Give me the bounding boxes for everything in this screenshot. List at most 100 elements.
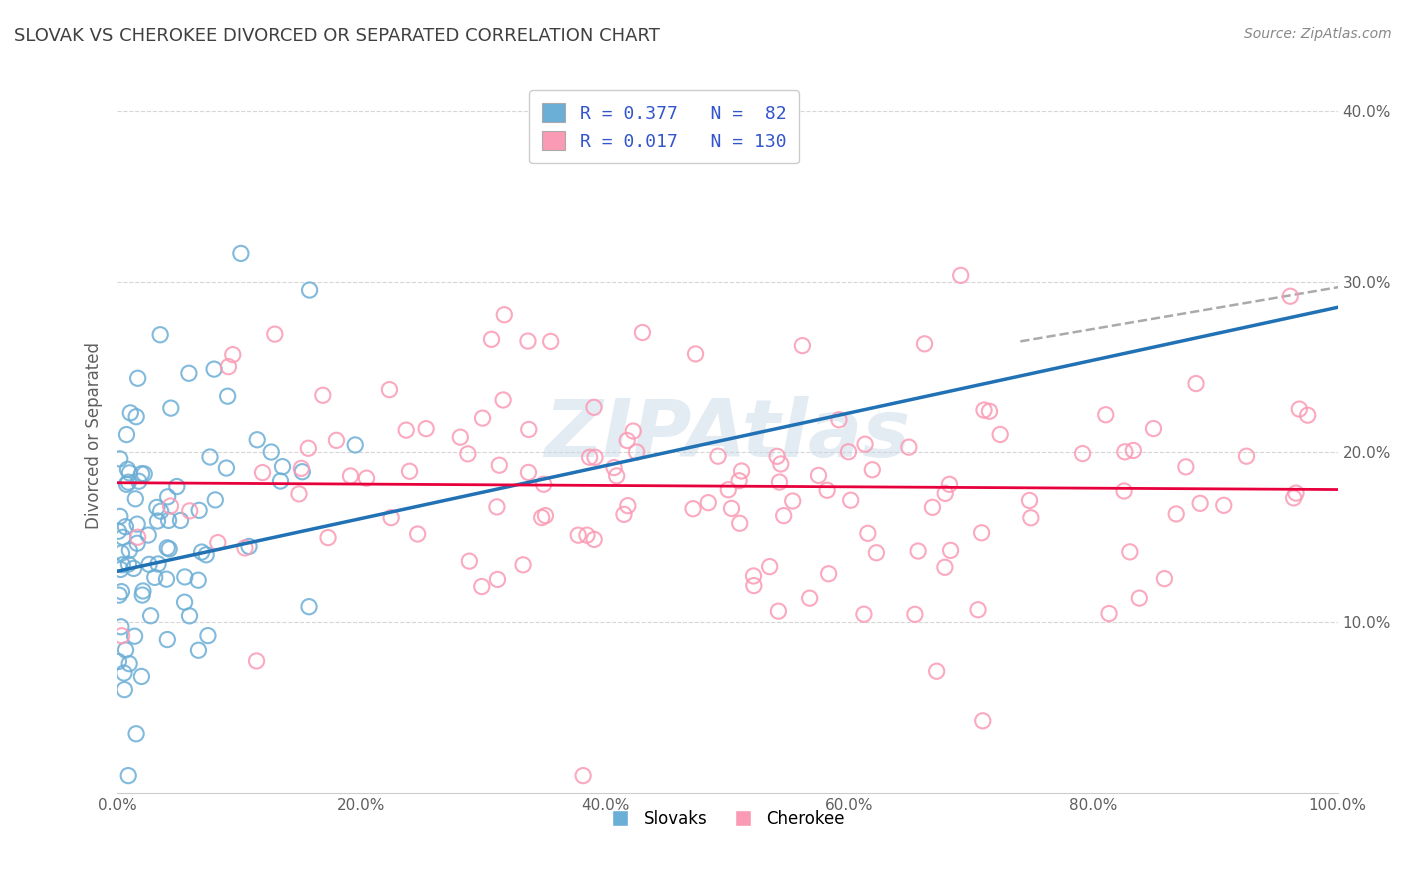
Cherokee [720,501,742,516]
Slovaks [173,570,195,584]
Cherokee [907,544,929,558]
Slovaks [173,595,195,609]
Slovaks [124,629,146,643]
Cherokee [758,559,780,574]
Slovaks [166,479,188,493]
Cherokee [1174,459,1197,474]
Cherokee [707,449,730,463]
Cherokee [1112,483,1135,498]
Slovaks [127,536,149,550]
Cherokee [817,566,839,581]
Cherokee [853,437,876,451]
Cherokee [603,460,626,475]
Slovaks [169,513,191,527]
Cherokee [730,464,752,478]
Cherokee [839,493,862,508]
Cherokee [1071,447,1094,461]
Slovaks [217,389,239,403]
Cherokee [356,471,378,485]
Slovaks [157,541,180,556]
Slovaks [132,584,155,599]
Cherokee [458,554,481,568]
Cherokee [449,430,471,444]
Slovaks [298,283,321,297]
Slovaks [136,528,159,542]
Cherokee [572,769,595,783]
Cherokee [1119,545,1142,559]
Slovaks [107,655,129,669]
Cherokee [567,528,589,542]
Cherokee [395,423,418,437]
Cherokee [1185,376,1208,391]
Cherokee [127,530,149,544]
Cherokee [290,461,312,475]
Slovaks [134,467,156,481]
Cherokee [606,468,628,483]
Text: Source: ZipAtlas.com: Source: ZipAtlas.com [1244,27,1392,41]
Cherokee [207,535,229,549]
Slovaks [131,669,153,683]
Slovaks [188,503,211,517]
Cherokee [179,504,201,518]
Cherokee [222,348,245,362]
Slovaks [110,584,132,599]
Slovaks [115,477,138,491]
Cherokee [837,444,859,458]
Cherokee [939,543,962,558]
Cherokee [575,528,598,542]
Slovaks [156,541,179,555]
Slovaks [117,557,139,571]
Slovaks [138,558,160,572]
Slovaks [112,682,135,697]
Slovaks [270,474,292,488]
Y-axis label: Divorced or Separated: Divorced or Separated [86,342,103,529]
Cherokee [398,464,420,478]
Cherokee [904,607,927,622]
Cherokee [828,413,851,427]
Cherokee [1094,408,1116,422]
Slovaks [149,327,172,342]
Slovaks [156,632,179,647]
Slovaks [291,465,314,479]
Cherokee [316,531,339,545]
Cherokee [325,434,347,448]
Cherokee [583,450,606,465]
Cherokee [914,336,936,351]
Cherokee [339,469,361,483]
Cherokee [766,450,789,464]
Slovaks [139,608,162,623]
Slovaks [127,371,149,385]
Slovaks [155,572,177,586]
Cherokee [728,516,751,531]
Cherokee [934,560,956,574]
Cherokee [217,359,239,374]
Slovaks [246,433,269,447]
Cherokee [517,466,540,480]
Cherokee [1189,496,1212,510]
Cherokee [517,422,540,436]
Slovaks [111,530,134,544]
Cherokee [626,445,648,459]
Cherokee [245,654,267,668]
Cherokee [621,424,644,438]
Cherokee [1296,408,1319,422]
Slovaks [131,588,153,602]
Slovaks [190,545,212,559]
Cherokee [742,569,765,583]
Slovaks [179,608,201,623]
Cherokee [516,334,538,348]
Cherokee [457,447,479,461]
Slovaks [157,513,180,527]
Cherokee [540,334,562,349]
Cherokee [111,629,134,643]
Cherokee [934,486,956,500]
Cherokee [233,541,256,555]
Cherokee [533,477,555,491]
Cherokee [1282,491,1305,505]
Cherokee [988,427,1011,442]
Cherokee [288,487,311,501]
Cherokee [494,308,516,322]
Cherokee [860,463,883,477]
Cherokee [312,388,335,402]
Cherokee [406,527,429,541]
